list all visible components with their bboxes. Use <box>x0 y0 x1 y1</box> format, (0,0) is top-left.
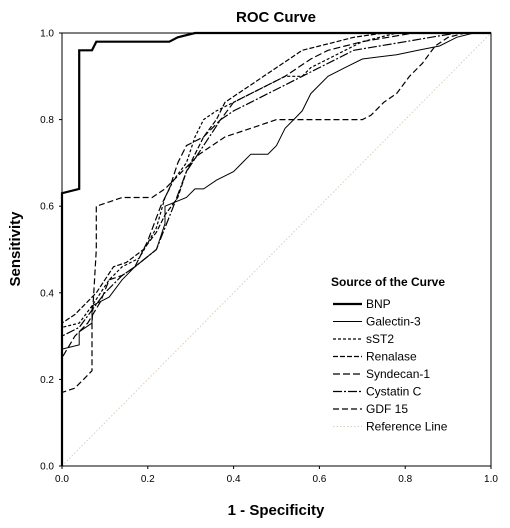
legend: Source of the Curve BNP Galectin-3 sST2 Ren… <box>331 275 448 434</box>
series-layer <box>60 31 492 467</box>
legend-title: Source of the Curve <box>331 275 445 289</box>
legend-label: BNP <box>366 297 391 311</box>
series-line-reference-line <box>61 32 492 467</box>
legend-item-reference-line: Reference Line <box>333 420 448 434</box>
legend-label: Reference Line <box>366 420 448 434</box>
legend-item-syndecan-1: Syndecan-1 <box>333 367 430 381</box>
x-tick-label: 0.8 <box>398 474 412 485</box>
x-tick-label: 1.0 <box>484 474 498 485</box>
y-tick-label: 0.8 <box>40 115 54 126</box>
series-line-cystatin-c <box>61 32 491 466</box>
x-tick-label: 0.2 <box>141 474 155 485</box>
legend-item-renalase: Renalase <box>333 350 417 364</box>
legend-item-sst2: sST2 <box>333 332 394 346</box>
legend-item-bnp: BNP <box>333 297 391 311</box>
legend-label: GDF 15 <box>366 402 408 416</box>
legend-label: Syndecan-1 <box>366 367 430 381</box>
y-tick-label: 0.2 <box>40 375 54 386</box>
x-tick-label: 0.4 <box>227 474 241 485</box>
y-axis-label: Sensitivity <box>7 211 24 287</box>
x-axis-label: 1 - Specificity <box>228 502 325 519</box>
legend-items: BNP Galectin-3 sST2 Renalase Syndecan-1 Cysta… <box>333 297 448 434</box>
series-line-sst2 <box>61 32 491 466</box>
y-tick-label: 0.4 <box>40 288 54 299</box>
legend-label: Cystatin C <box>366 385 422 399</box>
y-tick-label: 0.0 <box>40 462 54 473</box>
x-tick-label: 0.0 <box>55 474 69 485</box>
y-tick-label: 1.0 <box>40 29 54 40</box>
legend-label: Galectin-3 <box>366 315 421 329</box>
y-axis-ticks: 0.0 0.2 0.4 0.6 0.8 1.0 <box>40 29 62 473</box>
x-tick-label: 0.6 <box>312 474 326 485</box>
y-tick-label: 0.6 <box>40 202 54 213</box>
chart-title: ROC Curve <box>236 9 316 26</box>
series-line-bnp <box>60 31 491 466</box>
legend-item-gdf-15: GDF 15 <box>333 402 408 416</box>
legend-label: Renalase <box>366 350 417 364</box>
legend-item-cystatin-c: Cystatin C <box>333 385 422 399</box>
series-line-renalase <box>61 32 491 466</box>
legend-item-galectin-3: Galectin-3 <box>333 315 421 329</box>
series-line-gdf-15 <box>61 32 491 466</box>
legend-label: sST2 <box>366 332 394 346</box>
series-line-syndecan-1 <box>61 32 491 466</box>
x-axis-ticks: 0.0 0.2 0.4 0.6 0.8 1.0 <box>55 466 498 485</box>
